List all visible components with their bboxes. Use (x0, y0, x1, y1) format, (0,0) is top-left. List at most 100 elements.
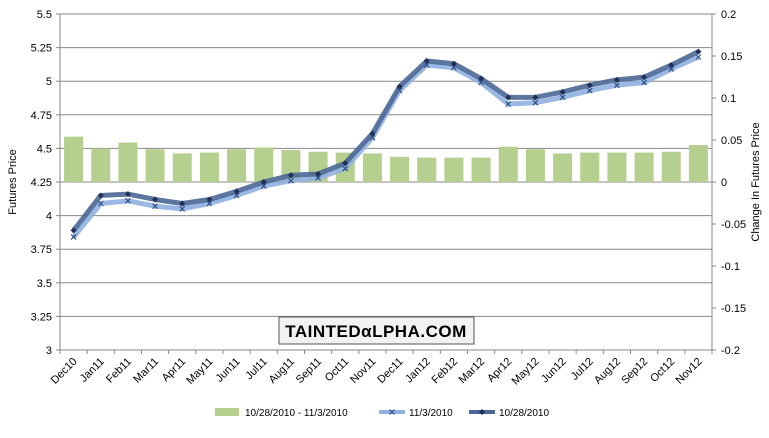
y-tick-label: 3.5 (37, 278, 52, 290)
watermark-box (278, 316, 475, 345)
data-point (342, 165, 349, 172)
y-tick-label: 5.25 (31, 43, 52, 55)
x-tick-label: Oct12 (648, 356, 677, 385)
bar (118, 142, 138, 182)
y-tick-label: 3.75 (31, 244, 52, 256)
y-tick-label: 4 (46, 211, 52, 223)
x-tick-label: Sep12 (619, 356, 650, 387)
legend: 10/28/2010 - 11/3/2010 11/3/2010 10/28/201… (215, 408, 549, 419)
bar (634, 152, 654, 182)
bar (471, 157, 491, 182)
x-tick-label: Apr11 (160, 356, 189, 385)
bar (525, 149, 545, 182)
data-point (586, 87, 593, 94)
data-point (613, 76, 620, 83)
x-tick-label: Feb12 (429, 356, 460, 387)
data-point (695, 54, 702, 60)
x-tick-label: Jun12 (539, 356, 569, 386)
y2-tick-label: 0.1 (721, 93, 736, 105)
y-tick-label: 4.75 (31, 110, 52, 122)
data-point (641, 79, 648, 86)
data-point (559, 88, 566, 95)
legend-label: 10/28/2010 (499, 408, 549, 419)
data-point (70, 227, 77, 234)
x-tick-label: Jan11 (78, 356, 107, 385)
data-point (97, 200, 104, 207)
x-tick-label: Nov11 (348, 356, 378, 386)
data-point (342, 160, 349, 167)
x-tick-label: Aug11 (267, 356, 297, 386)
data-point (97, 192, 104, 199)
bar (444, 157, 464, 182)
y-tick-label: 4.5 (37, 143, 52, 155)
data-point (505, 101, 512, 107)
bar (172, 153, 192, 182)
bar (390, 156, 410, 182)
bar (553, 153, 573, 182)
x-tick-label: Mar11 (131, 356, 161, 386)
y-tick-label: 3 (46, 345, 52, 357)
y2-tick-label: -0.1 (721, 261, 740, 273)
data-point (586, 82, 593, 89)
y-tick-label: 5.5 (37, 9, 52, 21)
data-point (505, 94, 512, 101)
data-point (124, 191, 131, 198)
legend-label: 10/28/2010 - 11/3/2010 (245, 408, 348, 419)
data-point (478, 75, 485, 82)
bar (64, 136, 84, 182)
data-point (695, 48, 702, 55)
watermark: TAINTEDαLPHA.COM (278, 316, 475, 345)
y2-axis-label: Change In Futures Price (750, 122, 762, 241)
legend-marker (389, 409, 395, 415)
y2-tick-label: 0.2 (721, 9, 736, 21)
y-tick-label: 5 (46, 76, 52, 88)
x-tick-label: Dec10 (49, 356, 80, 387)
data-point (70, 234, 77, 241)
data-point (206, 196, 213, 203)
bar (688, 145, 708, 182)
data-point (450, 60, 457, 67)
data-point (287, 177, 294, 184)
data-point (179, 200, 186, 207)
x-tick-label: Jun11 (214, 356, 243, 385)
x-tick-label: Aug12 (592, 356, 623, 387)
x-tick-label: Nov12 (674, 356, 705, 387)
data-point (396, 83, 403, 90)
data-point (532, 99, 539, 106)
y-tick-label: 4.25 (31, 177, 52, 189)
bar (580, 152, 600, 182)
data-point (124, 197, 131, 204)
y2-tick-label: 0.05 (721, 135, 742, 147)
x-tick-label: May12 (510, 356, 542, 388)
data-point (287, 172, 294, 179)
bar (199, 152, 219, 182)
bar (498, 146, 518, 182)
data-point (233, 188, 240, 195)
y2-tick-label: -0.2 (721, 345, 740, 357)
data-point (152, 203, 159, 210)
legend-swatch (215, 408, 239, 416)
data-point (532, 94, 539, 101)
y2-tick-label: 0 (721, 177, 727, 189)
legend-item: 11/3/2010 (379, 408, 453, 419)
bar (661, 151, 681, 182)
bar (417, 157, 437, 182)
price-lines (70, 48, 702, 241)
y-tick-label: 3.25 (31, 311, 52, 323)
data-point (369, 130, 376, 137)
bar (227, 149, 247, 182)
x-tick-label: Sep11 (294, 356, 324, 386)
legend-item: 10/28/2010 - 11/3/2010 (215, 408, 348, 419)
y2-tick-label: 0.15 (721, 51, 742, 63)
x-tick-label: May11 (184, 356, 215, 387)
legend-item: 10/28/2010 (469, 408, 549, 419)
series-line (71, 49, 700, 232)
bar (362, 153, 382, 182)
change-bars (64, 136, 708, 182)
bar (145, 149, 165, 182)
x-tick-label: Feb11 (104, 356, 134, 386)
x-tick-label: Dec11 (375, 356, 405, 386)
data-point (179, 205, 186, 212)
